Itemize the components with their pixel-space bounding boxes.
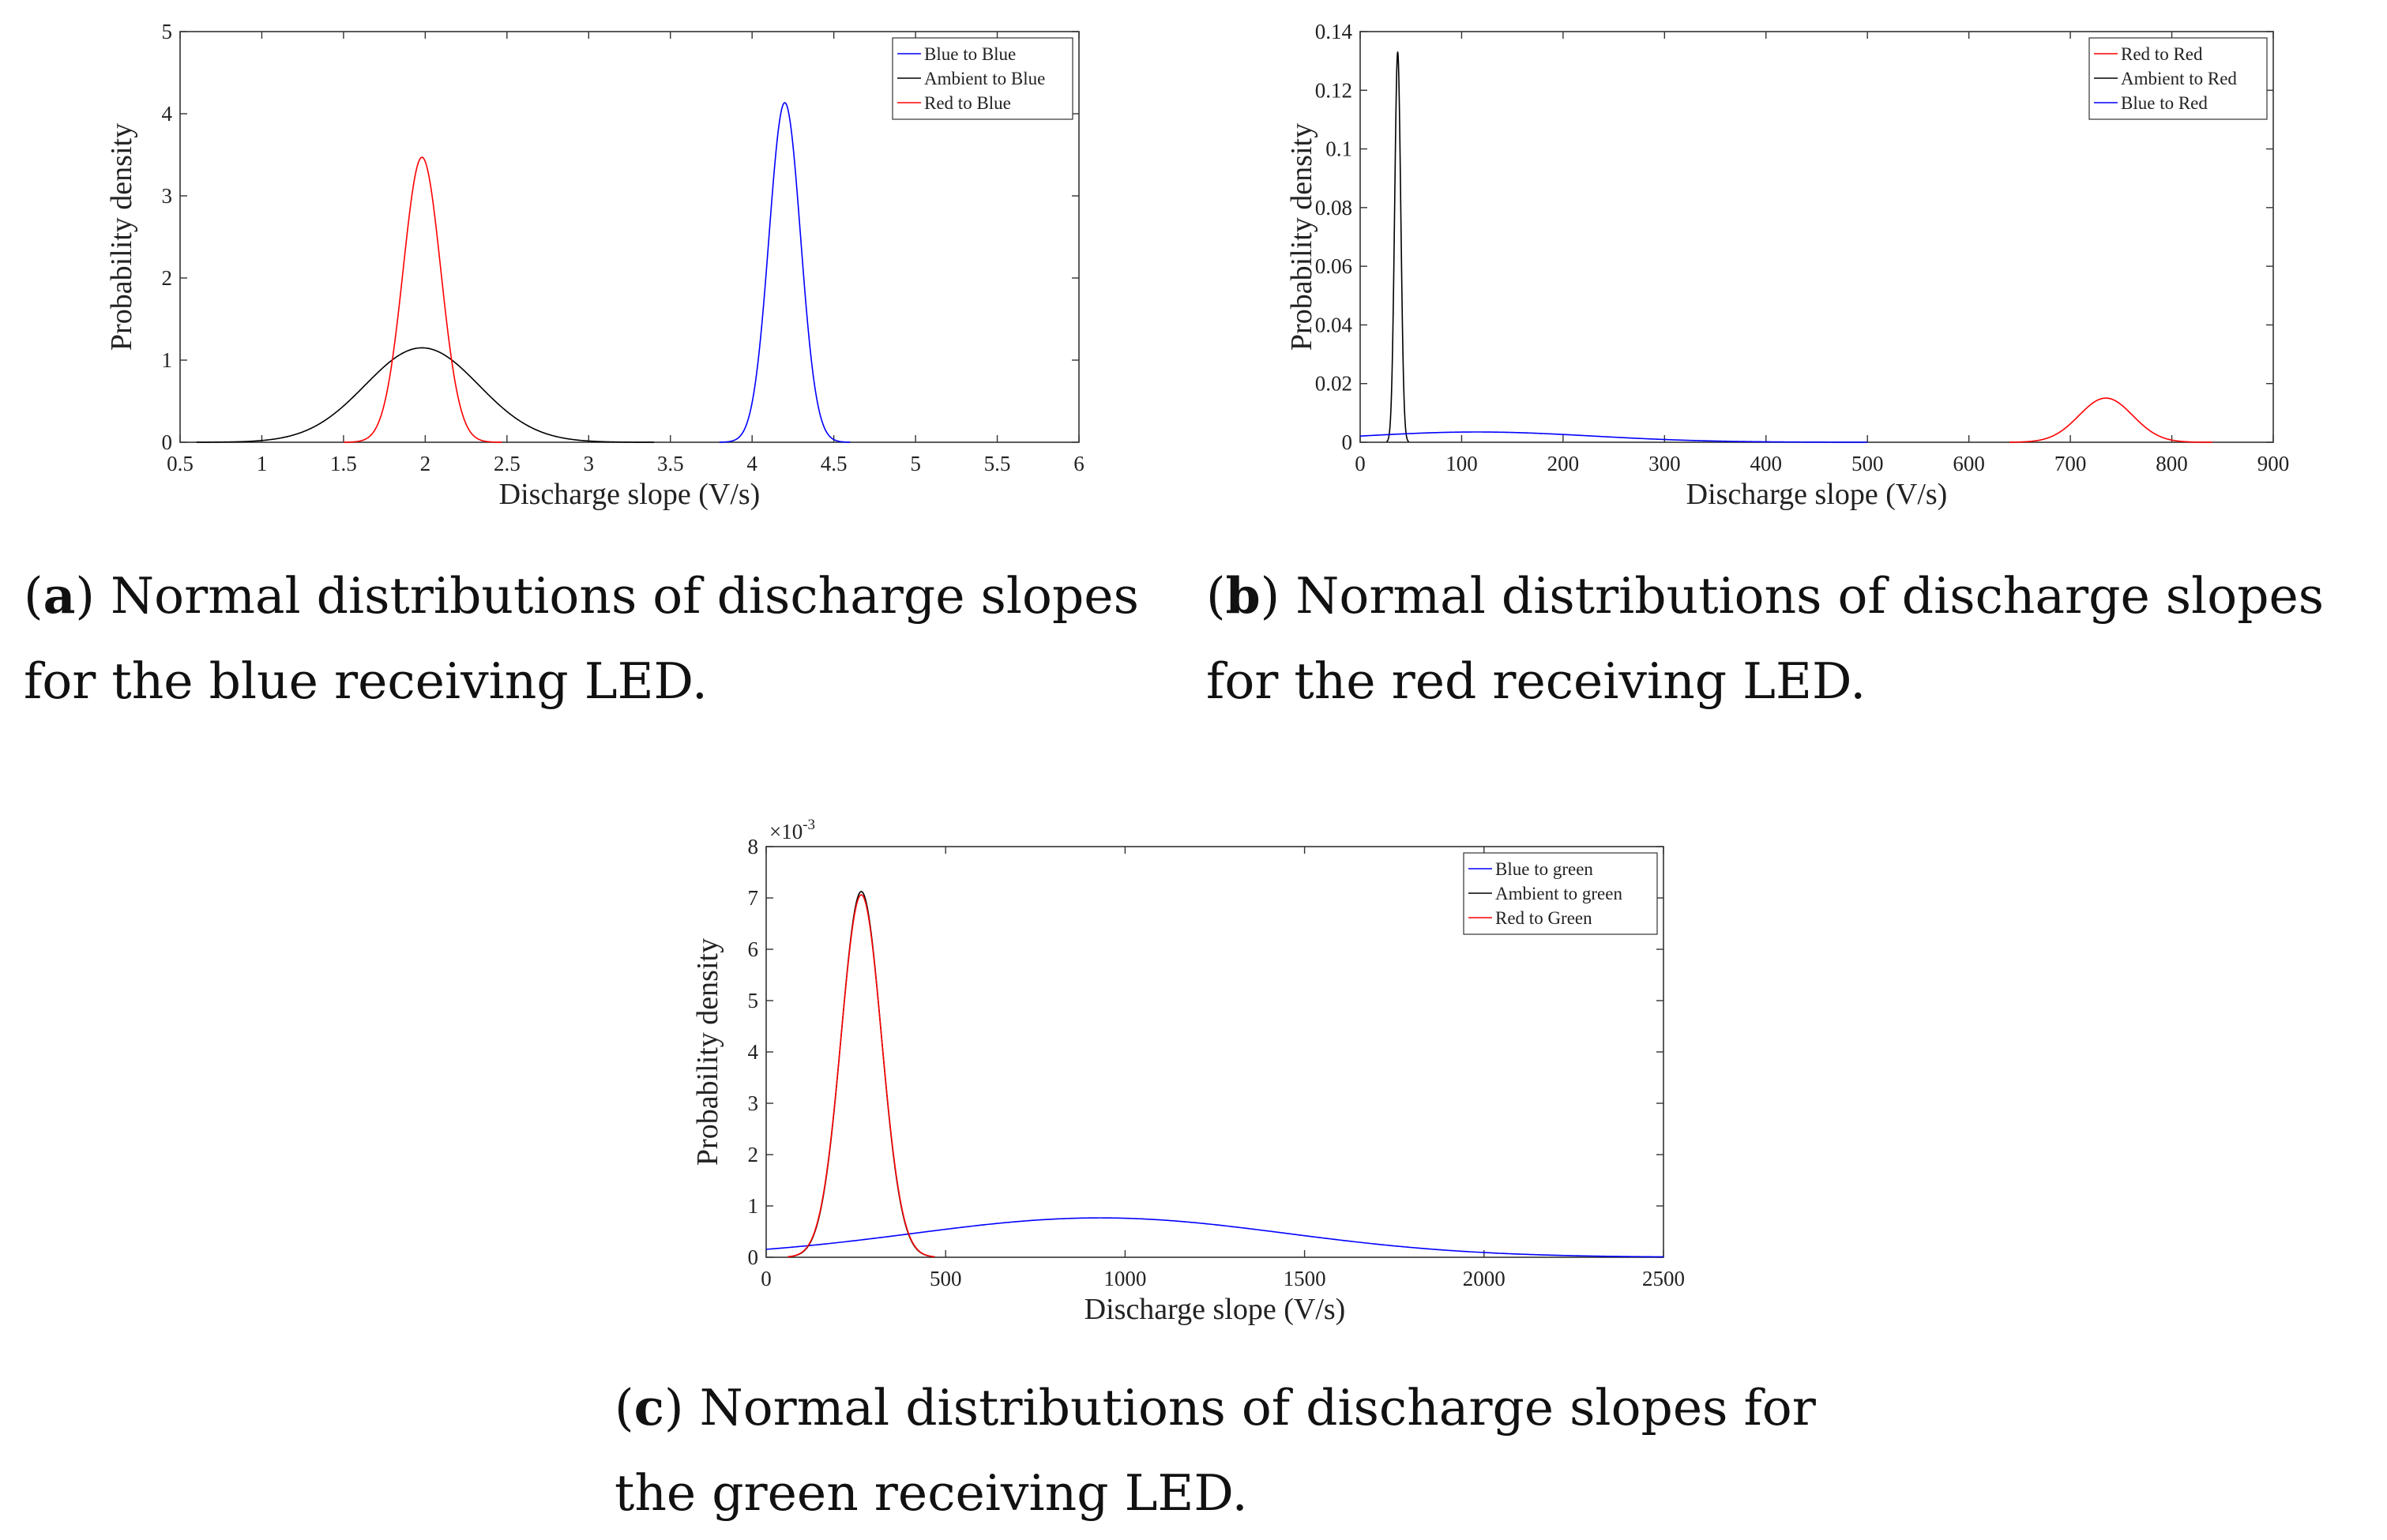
chart-panel-c: 0 500 1000 1500 2000 2500 0 1 2 3 4 5 6 7 8 ×10-3 Discha… [691, 813, 1722, 1343]
legend-entry: Blue to Red [2121, 93, 2208, 113]
x-tick-label: 1 [257, 452, 268, 475]
caption-c-label: c [633, 1378, 664, 1437]
x-tick-label: 500 [930, 1267, 962, 1290]
chart-a-svg: 0.5 1 1.5 2 2.5 3 3.5 4 4.5 5 5.5 6 0 1 2 3 4 5 Discharge … [105, 20, 1084, 511]
caption-a: (a) Normal distributions of discharge sl… [24, 566, 1139, 710]
y-tick-label: 0.1 [1325, 137, 1352, 161]
caption-a-label: a [43, 566, 76, 625]
y-tick-label: 0.02 [1315, 372, 1352, 396]
legend-entry: Blue to green [1495, 859, 1593, 879]
x-tick-label: 100 [1445, 452, 1478, 475]
x-tick-label: 900 [2257, 452, 2290, 475]
legend-c: Blue to green Ambient to green Red to Gree… [1463, 852, 1658, 935]
caption-b-text: Normal distributions of discharge slopes… [1206, 567, 2325, 710]
x-tick-label: 1000 [1103, 1267, 1146, 1290]
x-tick-label: 400 [1750, 452, 1783, 475]
caption-b: (b) Normal distributions of discharge sl… [1206, 566, 2325, 710]
y-tick-label: 0.04 [1315, 313, 1353, 336]
caption-a-text: Normal distributions of discharge slopes… [24, 567, 1139, 710]
y-axis-label: Probability density [105, 123, 138, 351]
legend-entry: Ambient to Red [2121, 69, 2237, 88]
x-tick-label: 5 [910, 452, 921, 475]
x-tick-label: 2500 [1642, 1267, 1685, 1290]
y-tick-label: 4 [748, 1040, 759, 1064]
legend-box [2088, 37, 2268, 120]
y-exponent-label: ×10-3 [769, 817, 815, 843]
y-tick-label: 4 [162, 102, 173, 126]
series-line-ambient-to-blue [196, 347, 655, 443]
series-line-ambient-to-green [788, 891, 935, 1258]
series-line-red-to-blue [343, 156, 502, 443]
legend-entry: Ambient to green [1495, 884, 1622, 903]
x-tick-label: 200 [1547, 452, 1580, 475]
caption-b-label: b [1225, 566, 1261, 625]
series-line-blue-to-blue [719, 102, 851, 443]
legend-entry: Blue to Blue [924, 44, 1016, 64]
x-tick-label: 800 [2156, 452, 2188, 475]
x-tick-label: 2.5 [494, 452, 521, 475]
x-tick-label: 0 [761, 1267, 772, 1290]
x-tick-label: 500 [1851, 452, 1884, 475]
x-tick-label: 4.5 [821, 452, 848, 475]
legend-b: Red to Red Ambient to Red Blue to Red [2088, 37, 2268, 120]
x-tick-label: 1500 [1284, 1267, 1326, 1290]
x-axis-label: Discharge slope (V/s) [1686, 478, 1948, 511]
x-tick-label: 1.5 [330, 452, 357, 475]
x-tick-label: 3 [584, 452, 595, 475]
y-tick-label: 5 [162, 20, 173, 43]
y-tick-label: 0.08 [1315, 196, 1352, 220]
caption-c-text: Normal distributions of discharge slopes… [615, 1379, 1816, 1522]
y-axis-label: Probability density [691, 938, 724, 1166]
chart-b-svg: 0 100 200 300 400 500 600 700 800 900 0 0.02 0.04 0.0… [1285, 20, 2290, 511]
x-tick-label: 600 [1953, 452, 1985, 475]
caption-c: (c) Normal distributions of discharge sl… [615, 1378, 1816, 1522]
x-tick-label: 4 [746, 452, 757, 475]
series-line-blue-to-red [1359, 431, 1868, 443]
legend-entry: Ambient to Blue [924, 69, 1045, 88]
x-axis-label: Discharge slope (V/s) [1084, 1293, 1346, 1326]
y-tick-label: 8 [748, 835, 759, 858]
x-tick-label: 0 [1355, 452, 1366, 475]
y-tick-label: 2 [748, 1143, 759, 1166]
legend-box [892, 37, 1073, 120]
x-tick-label: 700 [2054, 452, 2087, 475]
y-axis-label: Probability density [1285, 123, 1318, 351]
y-tick-label: 0.12 [1315, 78, 1352, 102]
y-tick-label: 0.14 [1315, 20, 1353, 43]
x-tick-label: 0.5 [167, 452, 194, 475]
chart-c-svg: 0 500 1000 1500 2000 2500 0 1 2 3 4 5 6 7 8 ×10-3 Discha… [691, 817, 1685, 1326]
y-tick-label: 0.06 [1315, 254, 1352, 278]
chart-panel-b: 0 100 200 300 400 500 600 700 800 900 0 0.02 0.04 0.0… [1185, 0, 2387, 537]
x-tick-label: 5.5 [984, 452, 1011, 475]
y-tick-label: 0 [1342, 430, 1353, 454]
y-tick-label: 0 [748, 1245, 759, 1269]
chart-panel-a: 0.5 1 1.5 2 2.5 3 3.5 4 4.5 5 5.5 6 0 1 2 3 4 5 Discharge … [0, 0, 1185, 537]
y-tick-label: 5 [748, 989, 759, 1012]
series-line-red-to-green [788, 894, 935, 1258]
legend-a: Blue to Blue Ambient to Blue Red to Blue [892, 37, 1073, 120]
series-line-ambient-to-red [1385, 51, 1410, 443]
series-line-red-to-red [2009, 397, 2212, 443]
y-tick-label: 6 [748, 937, 759, 961]
legend-box [1463, 852, 1658, 935]
legend-entry: Red to Blue [924, 93, 1011, 113]
y-exponent-power: -3 [803, 817, 815, 833]
series-line-blue-to-green [765, 1217, 1664, 1258]
y-tick-label: 2 [162, 266, 173, 290]
legend-entry: Red to Red [2121, 44, 2203, 64]
x-tick-label: 6 [1073, 452, 1084, 475]
x-axis-label: Discharge slope (V/s) [499, 478, 761, 511]
y-tick-label: 1 [748, 1194, 759, 1218]
y-tick-label: 1 [162, 348, 173, 372]
legend-entry: Red to Green [1495, 908, 1592, 928]
x-tick-label: 300 [1648, 452, 1681, 475]
x-tick-label: 3.5 [657, 452, 684, 475]
y-tick-label: 3 [162, 184, 173, 208]
x-tick-label: 2 [420, 452, 431, 475]
y-tick-label: 3 [748, 1091, 759, 1115]
x-tick-label: 2000 [1463, 1267, 1506, 1290]
y-tick-label: 7 [748, 886, 759, 910]
y-tick-label: 0 [162, 430, 173, 454]
